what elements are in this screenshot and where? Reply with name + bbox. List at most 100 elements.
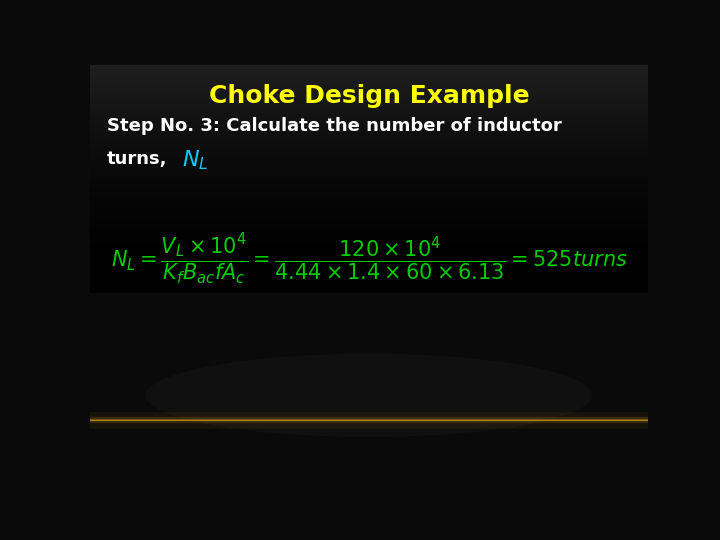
Bar [90,92,648,94]
Bar [90,264,648,266]
Bar [90,184,648,186]
Bar [90,259,648,261]
Bar [90,248,648,250]
Bar [90,147,648,150]
Bar [90,255,648,257]
Bar [90,237,648,239]
Bar [90,78,648,81]
Bar [90,218,648,220]
Text: Choke Design Example: Choke Design Example [209,84,529,107]
Bar [90,188,648,191]
Bar [90,136,648,138]
Bar [90,257,648,259]
Bar [90,268,648,271]
Bar [90,204,648,207]
Bar [90,131,648,133]
Bar [90,97,648,99]
Bar [90,207,648,209]
Bar [90,72,648,74]
Ellipse shape [145,354,593,437]
Text: Step No. 3: Calculate the number of inductor: Step No. 3: Calculate the number of indu… [107,117,562,135]
Bar [90,104,648,106]
Bar [90,150,648,152]
Bar [90,227,648,230]
Bar [90,129,648,131]
Bar [90,83,648,85]
Bar [90,113,648,115]
Bar [90,198,648,200]
Bar [90,163,648,165]
Bar [90,69,648,72]
Bar [90,239,648,241]
Bar [90,76,648,78]
Bar [90,193,648,195]
Bar [90,271,648,273]
Bar [90,234,648,237]
Bar [90,216,648,218]
Bar [90,165,648,168]
Bar [90,280,648,282]
Bar [90,126,648,129]
Bar [90,195,648,198]
Bar [90,140,648,143]
Bar [90,108,648,111]
Bar [90,124,648,126]
Bar [90,273,648,275]
Bar [90,111,648,113]
Bar [90,102,648,104]
Bar [90,143,648,145]
Bar [90,106,648,108]
Bar [90,230,648,232]
Bar [90,94,648,97]
Bar [90,85,648,87]
Bar [90,186,648,188]
Bar [90,161,648,163]
Bar [90,261,648,264]
Text: turns,: turns, [107,150,167,168]
Bar [90,159,648,161]
Bar [90,122,648,124]
Bar [90,177,648,179]
Bar [90,282,648,285]
Bar [90,213,648,216]
Bar [90,220,648,222]
Bar [90,200,648,202]
Bar [90,289,648,291]
Bar [90,250,648,252]
Bar [90,152,648,154]
Bar [90,287,648,289]
Bar [90,179,648,181]
Bar [90,278,648,280]
Bar [90,266,648,268]
Bar [90,209,648,211]
Bar [90,291,648,294]
Bar [90,99,648,102]
Bar [90,222,648,225]
Bar [90,243,648,246]
Bar [90,87,648,90]
Bar [90,246,648,248]
Bar [90,168,648,170]
Bar [90,285,648,287]
Bar [90,138,648,140]
Bar [90,90,648,92]
Bar [90,275,648,278]
Bar [90,191,648,193]
Bar [90,154,648,156]
Bar [90,156,648,159]
Bar [90,232,648,234]
Bar [90,81,648,83]
Bar [90,174,648,177]
Bar [90,120,648,122]
Text: $N_L$: $N_L$ [182,148,208,172]
Bar [90,225,648,227]
Bar [90,170,648,172]
Bar [90,67,648,69]
Bar [90,115,648,117]
Bar [90,145,648,147]
Bar [90,181,648,184]
Bar [90,172,648,174]
Bar [90,133,648,136]
Text: $N_L = \dfrac{V_L \times 10^4}{K_f B_{ac} f A_c} = \dfrac{120 \times 10^4}{4.44 : $N_L = \dfrac{V_L \times 10^4}{K_f B_{ac… [111,231,627,286]
Bar [90,211,648,213]
